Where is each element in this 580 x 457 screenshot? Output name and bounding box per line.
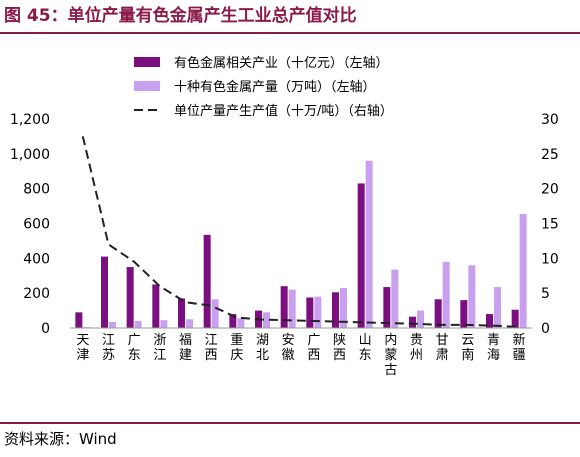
x-tick-label-9: 安徽 [282,333,295,363]
right-axis: 0 5 10 15 20 25 30 [541,112,559,337]
left-axis-tick-label: 800 [23,182,50,198]
x-tick-label-5: 福建 [179,333,192,363]
left-axis-tick-label: 400 [23,251,50,267]
bar-series1-15 [434,299,442,328]
x-tick-label-4: 浙江 [153,333,166,363]
bar-series2-3 [134,321,142,328]
bar-series1-18 [511,309,519,328]
left-axis-tick-label: 600 [23,217,50,233]
bar-series1-9 [280,286,288,328]
x-tick-label-14: 贵州 [410,333,423,363]
bar-series1-17 [486,314,493,328]
bar-series2-2 [109,321,116,328]
left-axis-tick-label: 1,000 [10,147,50,163]
bar-series1-6 [203,234,211,328]
bar-series1-13 [383,287,391,328]
bar-series2-6 [211,299,219,328]
right-axis-tick-label: 5 [541,286,550,302]
bar-series1-11 [332,292,339,328]
bar-series2-9 [288,289,296,328]
right-axis-tick-label: 10 [541,251,559,267]
bar-series1-7 [229,314,237,328]
source-note: 资料来源：Wind [4,430,117,448]
right-axis-tick-label: 25 [541,147,559,163]
bar-series2-15 [442,261,450,328]
chart: 有色金属相关产业（十亿元）（左轴） 十种有色金属产量（万吨）（左轴） 单位产量产生产… [10,55,559,378]
x-tick-label-10: 广西 [307,333,320,363]
bar-series1-1 [75,312,83,328]
source-divider [0,422,580,424]
x-tick-label-16: 云南 [461,333,474,363]
page-title: 图 45：单位产量有色金属产生工业总产值对比 [4,6,357,26]
bar-series2-12 [365,160,373,328]
bar-series2-10 [314,296,322,328]
bar-series2-13 [391,269,399,328]
title-divider [0,32,580,34]
left-axis-tick-label: 0 [41,321,50,337]
right-axis-tick-label: 0 [541,321,550,337]
bar-series2-7 [237,318,245,328]
line-series [81,136,520,328]
legend: 有色金属相关产业（十亿元）（左轴） 十种有色金属产量（万吨）（左轴） 单位产量产生产… [134,55,393,119]
bar-series2-4 [160,320,168,328]
x-tick-label-12: 山东 [359,333,372,363]
bar-series2-11 [340,287,347,328]
bar-series1-14 [409,316,416,328]
x-tick-label-15: 甘肃 [436,333,449,363]
bar-series1-3 [126,267,134,328]
bar-series2-8 [263,312,270,328]
x-tick-label-8: 湖北 [256,333,269,363]
left-axis-tick-label: 200 [23,286,50,302]
x-tick-label-6: 江西 [205,333,218,363]
legend-label-2: 十种有色金属产量（万吨）（左轴） [174,79,376,95]
right-axis-tick-label: 30 [541,112,559,128]
bar-series1-2 [101,256,108,328]
x-tick-label-13: 内蒙古 [384,332,397,378]
x-tick-label-18: 新疆 [513,332,526,363]
bar-series2-14 [417,310,424,328]
left-axis: 0 200 400 600 800 1,000 1,200 [10,112,50,337]
x-tick-label-11: 陕西 [333,333,346,363]
bar-series1-4 [152,284,160,328]
x-tick-label-1: 天津 [76,333,89,363]
legend-label-1: 有色金属相关产业（十亿元）（左轴） [174,55,389,71]
bar-series1-16 [460,300,468,328]
x-tick-label-2: 江苏 [102,333,115,363]
legend-swatch-1 [134,57,160,67]
left-axis-tick-label: 1,200 [10,112,50,128]
bar-series1-10 [306,297,314,328]
bars [75,160,527,328]
legend-label-3: 单位产量产生产值（十万/吨）（右轴） [174,103,393,119]
line-series-path [81,136,520,328]
x-tick-label-3: 广东 [128,333,141,363]
right-axis-tick-label: 15 [541,217,559,233]
bar-series1-12 [357,183,365,328]
bar-series2-17 [494,287,501,328]
legend-swatch-2 [134,81,160,91]
x-tick-label-7: 重庆 [230,332,243,363]
bar-series1-5 [178,298,185,328]
bar-series2-16 [468,265,476,328]
right-axis-tick-label: 20 [541,182,559,198]
bar-series2-5 [186,319,193,328]
bar-series2-18 [519,213,527,328]
x-tick-label-17: 青海 [487,333,500,363]
